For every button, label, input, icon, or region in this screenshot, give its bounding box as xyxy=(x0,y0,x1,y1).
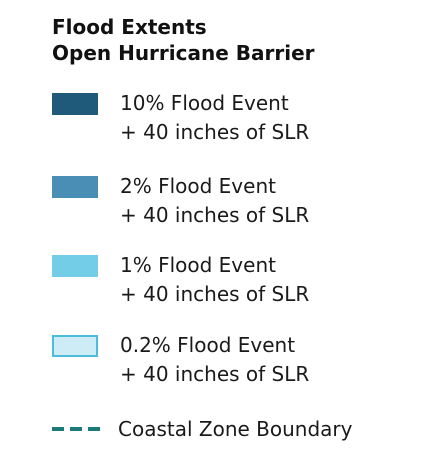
legend-item-2-percent: 2% Flood Event + 40 inches of SLR xyxy=(52,174,412,236)
legend-title-line-1: Flood Extents xyxy=(52,15,207,39)
legend-item-coastal-zone-boundary: Coastal Zone Boundary xyxy=(52,415,412,445)
legend-label-line-2: + 40 inches of SLR xyxy=(120,203,310,227)
legend-label-0-2-percent: 0.2% Flood Event + 40 inches of SLR xyxy=(120,331,309,389)
legend-title: Flood Extents Open Hurricane Barrier xyxy=(52,14,315,66)
legend-label-2-percent: 2% Flood Event + 40 inches of SLR xyxy=(120,172,309,230)
legend-swatch-0-2-percent xyxy=(52,335,98,357)
legend-title-line-2: Open Hurricane Barrier xyxy=(52,41,315,65)
legend-item-1-percent: 1% Flood Event + 40 inches of SLR xyxy=(52,253,412,315)
legend-label-10-percent: 10% Flood Event + 40 inches of SLR xyxy=(120,89,309,147)
legend-label-line-1: 2% Flood Event xyxy=(120,174,276,198)
legend-label-line-2: + 40 inches of SLR xyxy=(120,120,310,144)
legend-label-1-percent: 1% Flood Event + 40 inches of SLR xyxy=(120,251,309,309)
legend-swatch-10-percent xyxy=(52,93,98,115)
legend-label-line-1: 1% Flood Event xyxy=(120,253,276,277)
legend-label-line-1: 10% Flood Event xyxy=(120,91,289,115)
legend-label-line-2: + 40 inches of SLR xyxy=(120,282,310,306)
legend-swatch-1-percent xyxy=(52,255,98,277)
legend-label-line-2: + 40 inches of SLR xyxy=(120,362,310,386)
legend-label-coastal-zone-boundary: Coastal Zone Boundary xyxy=(118,417,353,441)
legend-swatch-2-percent xyxy=(52,176,98,198)
dashed-line-icon xyxy=(52,427,100,431)
legend-item-10-percent: 10% Flood Event + 40 inches of SLR xyxy=(52,91,412,153)
legend-item-0-2-percent: 0.2% Flood Event + 40 inches of SLR xyxy=(52,333,412,395)
legend-label-line-1: 0.2% Flood Event xyxy=(120,333,296,357)
